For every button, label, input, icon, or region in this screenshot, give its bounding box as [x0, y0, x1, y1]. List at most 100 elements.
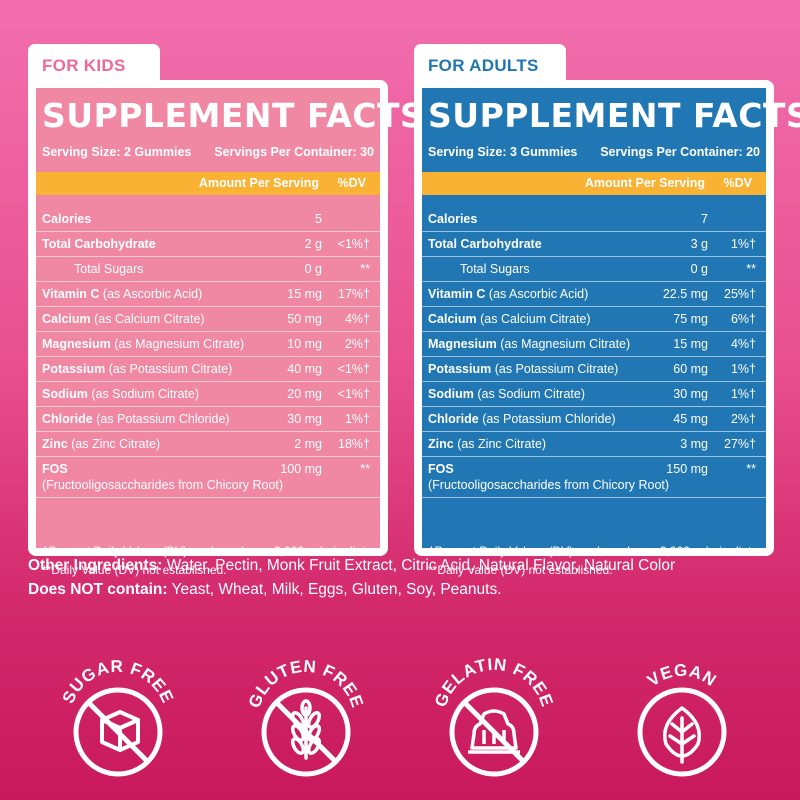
nutrient-dv: 6%† — [730, 312, 756, 326]
kids-servings-per-container: Servings Per Container: 30 — [214, 145, 374, 159]
adults-title: SUPPLEMENT FACTS — [428, 96, 800, 135]
nutrient-name: Sodium — [428, 387, 474, 401]
table-row: Zinc (as Zinc Citrate) 3 mg 27%† — [422, 432, 766, 457]
vegan-badge: VEGAN — [612, 640, 752, 780]
table-row: Total Sugars 0 g ** — [36, 257, 380, 282]
nutrient-amount: 5 — [315, 212, 322, 226]
nutrient-name: Total Carbohydrate — [428, 237, 542, 251]
kids-footnotes: †Percent Daily Values (DV) are based on … — [42, 542, 376, 580]
nutrient-name: Sodium — [42, 387, 88, 401]
nutrient-source: (as Ascorbic Acid) — [488, 287, 589, 301]
badge-label: GELATIN FREE — [431, 655, 557, 710]
nutrient-amount: 150 mg — [666, 462, 708, 476]
adults-amount-header: Amount Per Serving — [584, 176, 705, 190]
nutrient-source: (as Calcium Citrate) — [480, 312, 591, 326]
nutrient-amount: 50 mg — [287, 312, 322, 326]
nutrient-name: Zinc — [42, 437, 68, 451]
nutrient-amount: 3 g — [690, 237, 708, 251]
table-row: Sodium (as Sodium Citrate) 30 mg 1%† — [422, 382, 766, 407]
nutrient-amount: 7 — [701, 212, 708, 226]
table-row: Vitamin C (as Ascorbic Acid) 15 mg 17%† — [36, 282, 380, 307]
nutrient-dv: <1%† — [337, 387, 370, 401]
kids-dv-header: %DV — [337, 176, 366, 190]
sugar-free-badge: SUGAR FREE — [48, 640, 188, 780]
nutrient-amount: 100 mg — [280, 462, 322, 476]
nutrient-source: (as Potassium Citrate) — [108, 362, 233, 376]
nutrient-dv: ** — [746, 262, 756, 276]
nutrient-name: Total Sugars — [74, 262, 144, 276]
nutrient-source: (as Zinc Citrate) — [457, 437, 547, 451]
nutrient-dv: <1%† — [337, 237, 370, 251]
nutrient-amount: 40 mg — [287, 362, 322, 376]
kids-nutrient-rows: Calories 5 Total Carbohydrate 2 g <1%† T… — [36, 207, 380, 498]
nutrient-dv: 1%† — [730, 362, 756, 376]
nutrient-name: Chloride — [428, 412, 479, 426]
nutrient-amount: 15 mg — [673, 337, 708, 351]
gluten-free-badge: GLUTEN FREE — [236, 640, 376, 780]
other-ingredients-label: Other Ingredients: — [28, 557, 163, 574]
nutrient-dv: <1%† — [337, 362, 370, 376]
table-row: Calories 5 — [36, 207, 380, 232]
table-row: Calories 7 — [422, 207, 766, 232]
nutrient-dv: 2%† — [344, 337, 370, 351]
nutrient-amount: 22.5 mg — [662, 287, 708, 301]
nutrient-name: Calories — [42, 212, 92, 226]
nutrient-amount: 60 mg — [673, 362, 708, 376]
dv-footnote: †Percent Daily Values (DV) are based on … — [428, 544, 755, 558]
table-row: Sodium (as Sodium Citrate) 20 mg <1%† — [36, 382, 380, 407]
table-row: FOS (Fructooligosaccharides from Chicory… — [36, 457, 380, 498]
nutrient-name: Calories — [428, 212, 478, 226]
nutrient-amount: 45 mg — [673, 412, 708, 426]
adults-serving-line: Serving Size: 3 Gummies Servings Per Con… — [428, 145, 760, 159]
table-row: Total Carbohydrate 2 g <1%† — [36, 232, 380, 257]
nutrient-dv: 2%† — [730, 412, 756, 426]
nutrient-amount: 3 mg — [680, 437, 708, 451]
table-row: Potassium (as Potassium Citrate) 40 mg <… — [36, 357, 380, 382]
table-row: Magnesium (as Magnesium Citrate) 10 mg 2… — [36, 332, 380, 357]
nutrient-name: Vitamin C — [428, 287, 486, 301]
table-row: Vitamin C (as Ascorbic Acid) 22.5 mg 25%… — [422, 282, 766, 307]
dv-not-established-footnote: **Daily Value (DV) not established. — [42, 563, 227, 577]
nutrient-dv: ** — [360, 462, 370, 476]
adults-footnotes: †Percent Daily Values (DV) are based on … — [428, 542, 762, 580]
nutrient-dv: 1%† — [344, 412, 370, 426]
nutrient-amount: 2 g — [304, 237, 322, 251]
nutrient-source: (as Sodium Citrate) — [477, 387, 586, 401]
other-ingredients-text: Water, Pectin, Monk Fruit Extract, Citri… — [162, 557, 676, 574]
kids-serving-line: Serving Size: 2 Gummies Servings Per Con… — [42, 145, 374, 159]
nutrient-source: (as Sodium Citrate) — [91, 387, 200, 401]
table-row: Calcium (as Calcium Citrate) 50 mg 4%† — [36, 307, 380, 332]
table-row: Magnesium (as Magnesium Citrate) 15 mg 4… — [422, 332, 766, 357]
nutrient-name: Calcium — [42, 312, 91, 326]
table-row: Chloride (as Potassium Chloride) 30 mg 1… — [36, 407, 380, 432]
nutrient-dv: 17%† — [338, 287, 370, 301]
nutrient-source: (as Ascorbic Acid) — [102, 287, 203, 301]
adults-header-bar: Amount Per Serving %DV — [422, 172, 766, 195]
table-row: Zinc (as Zinc Citrate) 2 mg 18%† — [36, 432, 380, 457]
adults-serving-size: Serving Size: 3 Gummies — [428, 145, 578, 159]
nutrient-name: Potassium — [42, 362, 106, 376]
nutrient-name: Zinc — [428, 437, 454, 451]
nutrient-amount: 15 mg — [287, 287, 322, 301]
nutrient-dv: 4%† — [730, 337, 756, 351]
nutrient-dv: 18%† — [338, 437, 370, 451]
nutrient-dv: 4%† — [344, 312, 370, 326]
nutrient-name: FOS — [42, 462, 68, 476]
nutrient-amount: 30 mg — [673, 387, 708, 401]
dv-footnote: †Percent Daily Values (DV) are based on … — [42, 544, 369, 558]
adults-servings-per-container: Servings Per Container: 20 — [600, 145, 760, 159]
nutrient-dv: 1%† — [730, 387, 756, 401]
nutrient-dv: ** — [746, 462, 756, 476]
nutrient-dv: 1%† — [730, 237, 756, 251]
does-not-contain-text: Yeast, Wheat, Milk, Eggs, Gluten, Soy, P… — [167, 581, 502, 598]
table-row: Chloride (as Potassium Chloride) 45 mg 2… — [422, 407, 766, 432]
kids-header-bar: Amount Per Serving %DV — [36, 172, 380, 195]
nutrient-name: Magnesium — [428, 337, 497, 351]
nutrient-source: (as Potassium Chloride) — [96, 412, 230, 426]
table-row: Calcium (as Calcium Citrate) 75 mg 6%† — [422, 307, 766, 332]
nutrient-source: (as Magnesium Citrate) — [500, 337, 631, 351]
table-row: Total Sugars 0 g ** — [422, 257, 766, 282]
nutrient-source: (as Potassium Citrate) — [494, 362, 619, 376]
nutrient-source: (as Zinc Citrate) — [71, 437, 161, 451]
nutrient-name: FOS — [428, 462, 454, 476]
